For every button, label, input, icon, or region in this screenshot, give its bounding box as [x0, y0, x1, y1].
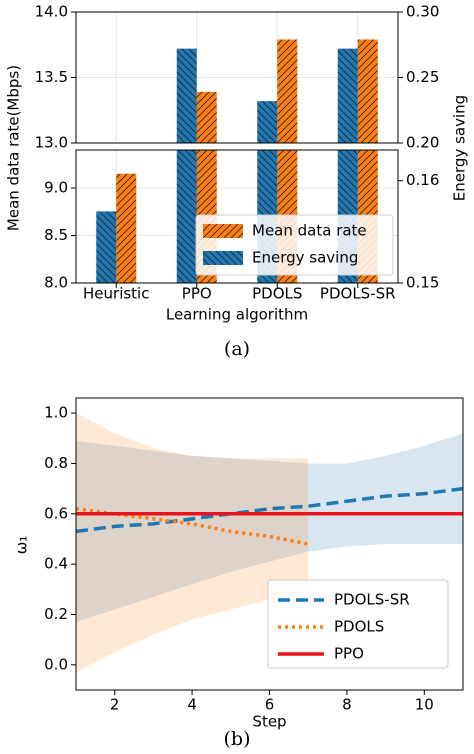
x-tick-label: PDOLS-SR [320, 285, 396, 303]
x-tick-label: 4 [187, 696, 197, 714]
x-tick-label: 6 [265, 696, 275, 714]
y-tick-label: 13.0 [35, 134, 68, 152]
x-axis-label: Step [252, 713, 286, 731]
y-tick-label: 8.5 [44, 226, 68, 244]
y-tick-label: 13.5 [35, 68, 68, 86]
x-tick-label: PDOLS [252, 285, 302, 303]
legend-box [267, 579, 449, 669]
legend-label: PDOLS [334, 618, 384, 636]
y2-tick-label: 0.20 [406, 134, 439, 152]
bar [176, 48, 197, 284]
caption: (a) [224, 338, 250, 360]
x-tick-label: 2 [110, 696, 120, 714]
x-tick-label: Heuristic [83, 285, 149, 303]
confidence-band [76, 433, 463, 623]
legend-box [195, 214, 394, 276]
x-tick-label: 8 [342, 696, 352, 714]
y2-tick-label: 0.15 [406, 274, 439, 292]
y-tick-label: 14.0 [35, 3, 68, 21]
y2-tick-label: 0.25 [406, 68, 439, 86]
caption: (b) [224, 728, 251, 750]
legend-label: Energy saving [252, 249, 358, 267]
confidence-band [76, 413, 309, 673]
legend-swatch [203, 251, 243, 265]
y-tick-label: 0.2 [44, 605, 68, 623]
y-axis-label: Mean data rate(Mbps) [5, 65, 23, 231]
axes-frame [75, 149, 399, 284]
x-tick-label: PPO [182, 285, 212, 303]
y-tick-label: 8.0 [44, 274, 68, 292]
axes-frame [75, 397, 464, 691]
y2-tick-label: 0.16 [406, 171, 439, 189]
y-tick-label: 0.4 [44, 555, 68, 573]
bar [116, 173, 137, 283]
y-tick-label: 1.0 [44, 404, 68, 422]
y2-axis-label: Energy saving [451, 95, 469, 201]
x-tick-label: 10 [415, 696, 434, 714]
y-tick-label: 0.6 [44, 504, 68, 522]
legend-label: Mean data rate [252, 222, 367, 240]
y2-tick-label: 0.30 [406, 3, 439, 21]
y-axis-label: ω₁ [13, 536, 31, 555]
y-tick-label: 9.0 [44, 179, 68, 197]
x-axis-label: Learning algorithm [166, 306, 308, 324]
plot-area [76, 413, 463, 673]
bar [96, 211, 117, 283]
y-tick-label: 0.0 [44, 655, 68, 673]
axes-frame [75, 11, 399, 144]
legend-swatch [203, 224, 243, 238]
legend-label: PDOLS-SR [334, 591, 410, 609]
legend-label: PPO [334, 645, 364, 663]
y-tick-label: 0.8 [44, 454, 68, 472]
line [76, 486, 463, 534]
